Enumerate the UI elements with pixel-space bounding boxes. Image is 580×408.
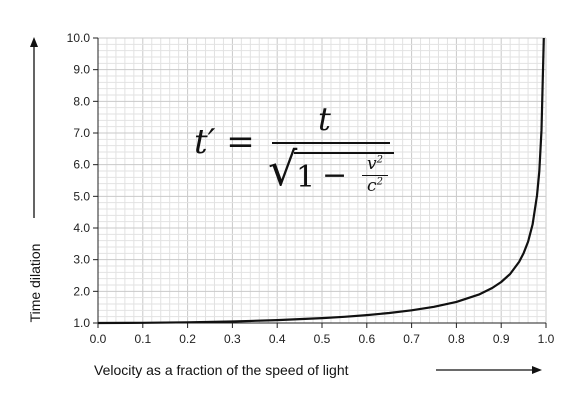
y-tick-labels: 1.0 2.0 3.0 4.0 5.0 6.0 7.0 8.0 9.0 10.0 bbox=[67, 31, 98, 330]
formula-v-squared: v2 bbox=[367, 154, 383, 174]
formula-v-over-c: v2 c2 bbox=[358, 154, 392, 200]
formula-c-squared: c2 bbox=[367, 176, 383, 196]
x-tick-label: 0.8 bbox=[448, 332, 465, 346]
x-tick-label: 0.9 bbox=[493, 332, 510, 346]
x-axis-arrowhead-icon bbox=[532, 366, 542, 374]
formula-one: 1 bbox=[296, 160, 316, 195]
y-axis-arrowhead-icon bbox=[30, 37, 38, 47]
y-tick-label: 9.0 bbox=[73, 63, 90, 77]
x-axis-title-group: Velocity as a fraction of the speed of l… bbox=[94, 362, 542, 378]
x-tick-label: 0.7 bbox=[403, 332, 420, 346]
formula-numerator: t bbox=[318, 100, 331, 138]
y-tick-label: 1.0 bbox=[73, 316, 90, 330]
x-tick-label: 0.5 bbox=[314, 332, 331, 346]
x-tick-label: 0.0 bbox=[90, 332, 107, 346]
y-tick-label: 10.0 bbox=[67, 31, 91, 45]
x-axis-title: Velocity as a fraction of the speed of l… bbox=[94, 362, 349, 378]
grid bbox=[97, 37, 547, 324]
x-tick-label: 1.0 bbox=[538, 332, 555, 346]
formula-fraction-bar bbox=[272, 142, 390, 144]
formula-denominator: √ 1 − v2 c2 bbox=[268, 142, 398, 206]
x-tick-label: 0.4 bbox=[269, 332, 286, 346]
x-tick-labels: 0.0 0.1 0.2 0.3 0.4 0.5 0.6 0.7 0.8 0.9 1.0 bbox=[90, 323, 555, 346]
y-tick-label: 8.0 bbox=[73, 94, 90, 108]
y-tick-label: 6.0 bbox=[73, 158, 90, 172]
x-tick-label: 0.1 bbox=[134, 332, 151, 346]
square-root-icon: √ bbox=[268, 142, 298, 196]
time-dilation-formula: t′ = t √ 1 − v2 c2 bbox=[190, 100, 400, 210]
y-tick-label: 4.0 bbox=[73, 221, 90, 235]
x-tick-label: 0.3 bbox=[224, 332, 241, 346]
x-tick-label: 0.2 bbox=[179, 332, 196, 346]
y-axis-title-group: Time dilation bbox=[27, 37, 43, 322]
y-tick-label: 7.0 bbox=[73, 126, 90, 140]
series-line bbox=[97, 37, 545, 325]
formula-minus: − bbox=[322, 158, 348, 193]
y-axis-title: Time dilation bbox=[27, 244, 43, 323]
square-root-bar bbox=[294, 152, 394, 154]
y-tick-label: 3.0 bbox=[73, 253, 90, 267]
y-tick-label: 5.0 bbox=[73, 189, 90, 203]
x-tick-label: 0.6 bbox=[358, 332, 375, 346]
y-tick-label: 2.0 bbox=[73, 284, 90, 298]
formula-inner-fraction-bar bbox=[362, 175, 388, 176]
formula-lhs: t′ = bbox=[194, 122, 255, 162]
